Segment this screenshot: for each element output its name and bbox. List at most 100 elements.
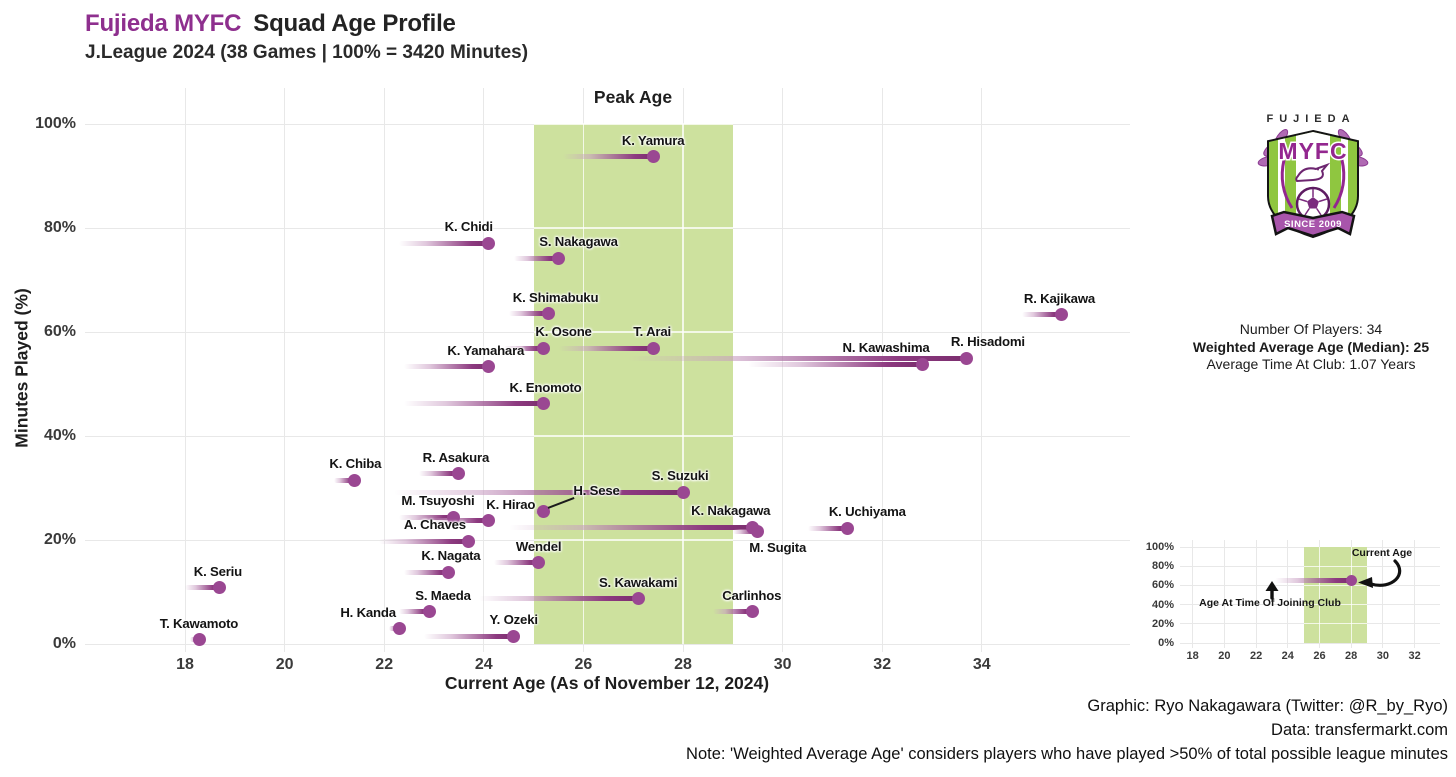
legend-gridline-x (1192, 540, 1194, 648)
legend-x-tick-label: 30 (1376, 650, 1389, 662)
gridline-y-band (533, 435, 733, 437)
player-tail (508, 524, 753, 530)
player-tail (1021, 312, 1062, 318)
player-dot (482, 514, 496, 528)
player-label: S. Suzuki (651, 468, 709, 484)
x-tick-label: 18 (176, 656, 194, 673)
club-crest-svg: FUJIEDA MYFC (1257, 113, 1369, 239)
player-dot (631, 592, 645, 606)
player-dot (347, 473, 361, 487)
y-tick-label: 60% (43, 323, 76, 340)
player-dot (447, 510, 461, 524)
crest-since: SINCE 2009 (1284, 219, 1342, 230)
legend-gridline-y-band (1303, 604, 1368, 606)
player-dot (960, 351, 974, 365)
crest-ribbon (1270, 210, 1356, 238)
x-tick-label: 30 (773, 656, 792, 673)
player-label: K. Yamura (621, 132, 685, 148)
gridline-x (184, 88, 186, 652)
player-dot (542, 307, 556, 321)
crest-laurel-left (1280, 159, 1294, 209)
stat-weighted-average-age: Weighted Average Age (Median): 25 (1192, 338, 1430, 355)
title-text: Squad Age Profile (253, 10, 456, 37)
player-tail (394, 489, 683, 495)
squad-stats: Number Of Players: 34 Weighted Average A… (1193, 321, 1429, 374)
legend-y-tick-label: 40% (1151, 598, 1174, 611)
legend-gridline-x-band (1318, 547, 1320, 643)
legend-peak-age-band (1303, 547, 1368, 643)
player-dot (442, 565, 456, 579)
gridline-y (85, 643, 1130, 645)
player-label: A. Chaves (403, 517, 466, 533)
legend-gridline-y-band (1303, 565, 1368, 567)
current-age-arrowhead (1358, 577, 1373, 588)
player-dot (507, 629, 521, 643)
player-dot (646, 341, 660, 355)
x-tick-label: 28 (674, 656, 692, 673)
legend-example-tail (1275, 578, 1352, 583)
player-tail (404, 401, 544, 407)
page-subtitle: J.League 2024 (38 Games | 100% = 3420 Mi… (85, 42, 529, 63)
player-label: K. Chiba (329, 456, 382, 472)
player-label: M. Tsuyoshi (401, 493, 475, 509)
player-dot (1054, 308, 1068, 322)
player-tail (399, 514, 454, 520)
legend-gridline-y (1180, 642, 1440, 644)
bird-icon (1295, 162, 1331, 183)
caption-block: Graphic: Ryo Nakagawara (Twitter: @R_by_… (686, 694, 1448, 766)
player-tail (732, 529, 758, 535)
player-tail (563, 154, 654, 160)
legend-gridline-y-band (1303, 584, 1368, 586)
player-tail (807, 525, 848, 531)
player-label: T. Arai (633, 324, 671, 340)
legend-x-tick-label: 20 (1218, 650, 1231, 662)
player-tail (747, 361, 923, 367)
legend-y-tick-label: 20% (1151, 617, 1174, 630)
player-dot (452, 467, 466, 481)
player-label: K. Nakagawa (691, 503, 771, 518)
x-tick-label: 34 (972, 656, 991, 673)
legend-gridline-x (1414, 540, 1416, 648)
player-label: S. Kawakami (598, 574, 678, 590)
player-dot (537, 397, 551, 411)
legend-gridline-y-band (1303, 623, 1368, 625)
peak-age-label: Peak Age (593, 87, 673, 107)
legend-gridline-x (1255, 540, 1257, 648)
player-label: N. Kawashima (842, 340, 930, 356)
player-label: K. Chidi (444, 219, 493, 235)
crest-club-name: FUJIEDA (1266, 113, 1355, 125)
player-dot (462, 534, 476, 548)
legend-x-tick-label: 18 (1186, 650, 1199, 662)
y-tick-label: 80% (43, 219, 76, 236)
player-dot (193, 633, 207, 647)
x-tick-label: 22 (375, 656, 394, 673)
stat-number-of-players: Number Of Players: 34 (1239, 321, 1383, 337)
joining-age-arrowhead (1265, 581, 1279, 591)
x-tick-label: 32 (873, 656, 892, 673)
y-tick-label: 40% (43, 427, 76, 444)
y-tick-label: 0% (52, 635, 76, 652)
legend-y-tick-label: 60% (1151, 579, 1174, 592)
gridline-x-band (682, 124, 684, 644)
legend-y-tick-label: 0% (1158, 637, 1174, 649)
legend-x-tick-label: 28 (1345, 650, 1358, 662)
player-dot (751, 525, 765, 539)
player-tail (628, 355, 967, 361)
player-label: S. Nakagawa (539, 234, 618, 250)
gridline-x (881, 88, 883, 652)
legend-example-dot (1345, 575, 1357, 587)
player-tail (334, 477, 355, 483)
legend-x-tick-label: 26 (1313, 650, 1326, 662)
stat-average-time-at-club: Average Time At Club: 1.07 Years (1206, 356, 1416, 372)
y-axis-title: Minutes Played (%) (11, 288, 32, 448)
gridline-x (782, 88, 784, 652)
player-label: H. Sese (573, 482, 620, 498)
player-label: K. Seriu (193, 563, 242, 579)
player-label: K. Enomoto (509, 379, 582, 395)
player-label: R. Hisadomi (950, 334, 1025, 349)
player-dot (537, 341, 551, 355)
gridline-x (284, 88, 286, 652)
gridline-y-band (533, 539, 733, 541)
x-tick-label: 24 (474, 656, 493, 673)
